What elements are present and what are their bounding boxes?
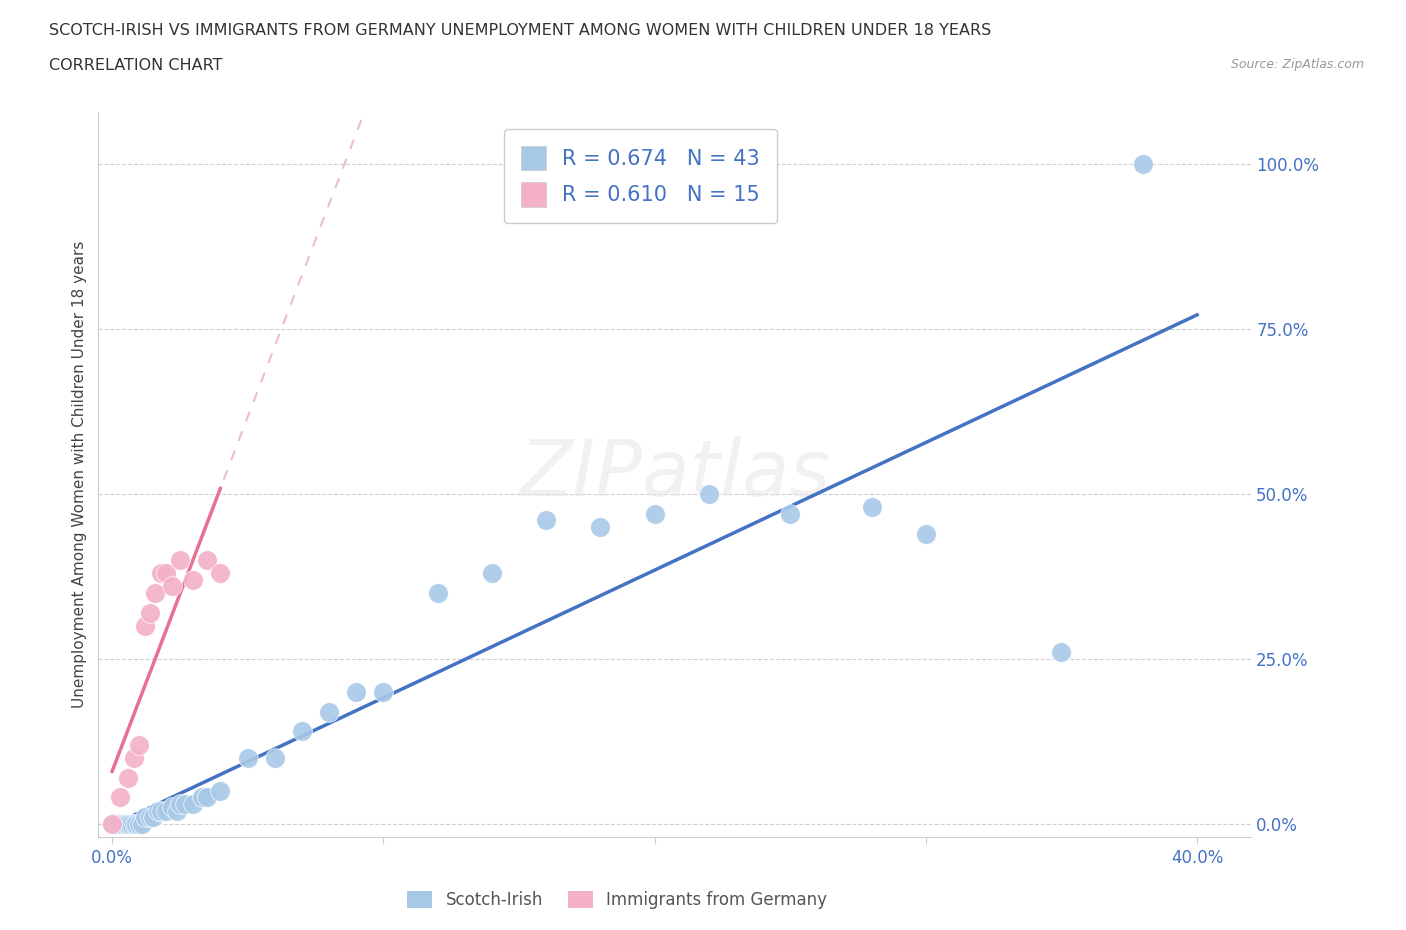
Point bbox=[183, 572, 205, 587]
Point bbox=[190, 790, 212, 804]
Point bbox=[131, 817, 153, 831]
Point bbox=[589, 520, 612, 535]
Point bbox=[169, 797, 191, 812]
Point bbox=[1050, 644, 1073, 659]
Legend: Scotch-Irish, Immigrants from Germany: Scotch-Irish, Immigrants from Germany bbox=[401, 884, 834, 916]
Point bbox=[209, 565, 232, 580]
Point bbox=[117, 817, 139, 831]
Point bbox=[134, 810, 156, 825]
Point bbox=[122, 817, 145, 831]
Point bbox=[142, 810, 165, 825]
Point bbox=[426, 586, 449, 601]
Point bbox=[128, 737, 150, 752]
Point bbox=[104, 817, 127, 831]
Text: Source: ZipAtlas.com: Source: ZipAtlas.com bbox=[1230, 58, 1364, 71]
Point bbox=[914, 526, 936, 541]
Point bbox=[149, 804, 172, 818]
Point bbox=[1132, 157, 1154, 172]
Point bbox=[107, 817, 129, 831]
Point bbox=[145, 586, 167, 601]
Text: SCOTCH-IRISH VS IMMIGRANTS FROM GERMANY UNEMPLOYMENT AMONG WOMEN WITH CHILDREN U: SCOTCH-IRISH VS IMMIGRANTS FROM GERMANY … bbox=[49, 23, 991, 38]
Point bbox=[160, 579, 183, 594]
Point bbox=[318, 704, 340, 719]
Point bbox=[236, 751, 259, 765]
Point bbox=[644, 507, 666, 522]
Point bbox=[860, 499, 883, 514]
Point bbox=[344, 684, 367, 699]
Point bbox=[101, 817, 124, 831]
Point bbox=[481, 565, 503, 580]
Point bbox=[779, 507, 801, 522]
Point bbox=[155, 804, 177, 818]
Point bbox=[128, 817, 150, 831]
Point bbox=[108, 817, 131, 831]
Point bbox=[174, 797, 197, 812]
Point bbox=[134, 618, 156, 633]
Point bbox=[195, 552, 218, 567]
Point bbox=[114, 817, 136, 831]
Point bbox=[166, 804, 188, 818]
Point bbox=[146, 804, 169, 818]
Point bbox=[139, 605, 162, 620]
Point bbox=[122, 751, 145, 765]
Point bbox=[155, 565, 177, 580]
Point bbox=[160, 800, 183, 815]
Text: CORRELATION CHART: CORRELATION CHART bbox=[49, 58, 222, 73]
Point bbox=[125, 817, 148, 831]
Point bbox=[373, 684, 395, 699]
Point bbox=[120, 817, 142, 831]
Point bbox=[139, 810, 162, 825]
Point bbox=[697, 486, 720, 501]
Point bbox=[183, 797, 205, 812]
Point bbox=[534, 513, 557, 528]
Point bbox=[111, 817, 134, 831]
Y-axis label: Unemployment Among Women with Children Under 18 years: Unemployment Among Women with Children U… bbox=[72, 241, 87, 708]
Point bbox=[195, 790, 218, 804]
Point bbox=[149, 565, 172, 580]
Point bbox=[117, 770, 139, 785]
Point bbox=[169, 552, 191, 567]
Text: ZIPatlas: ZIPatlas bbox=[519, 436, 831, 512]
Point bbox=[108, 790, 131, 804]
Point bbox=[101, 817, 124, 831]
Point bbox=[291, 724, 314, 739]
Point bbox=[263, 751, 285, 765]
Point bbox=[209, 783, 232, 798]
